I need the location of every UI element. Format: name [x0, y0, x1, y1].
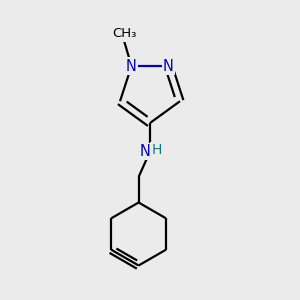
Text: N: N [126, 58, 137, 74]
Text: N: N [163, 58, 174, 74]
Text: N: N [139, 144, 150, 159]
Text: H: H [152, 143, 162, 157]
Text: CH₃: CH₃ [112, 27, 136, 40]
